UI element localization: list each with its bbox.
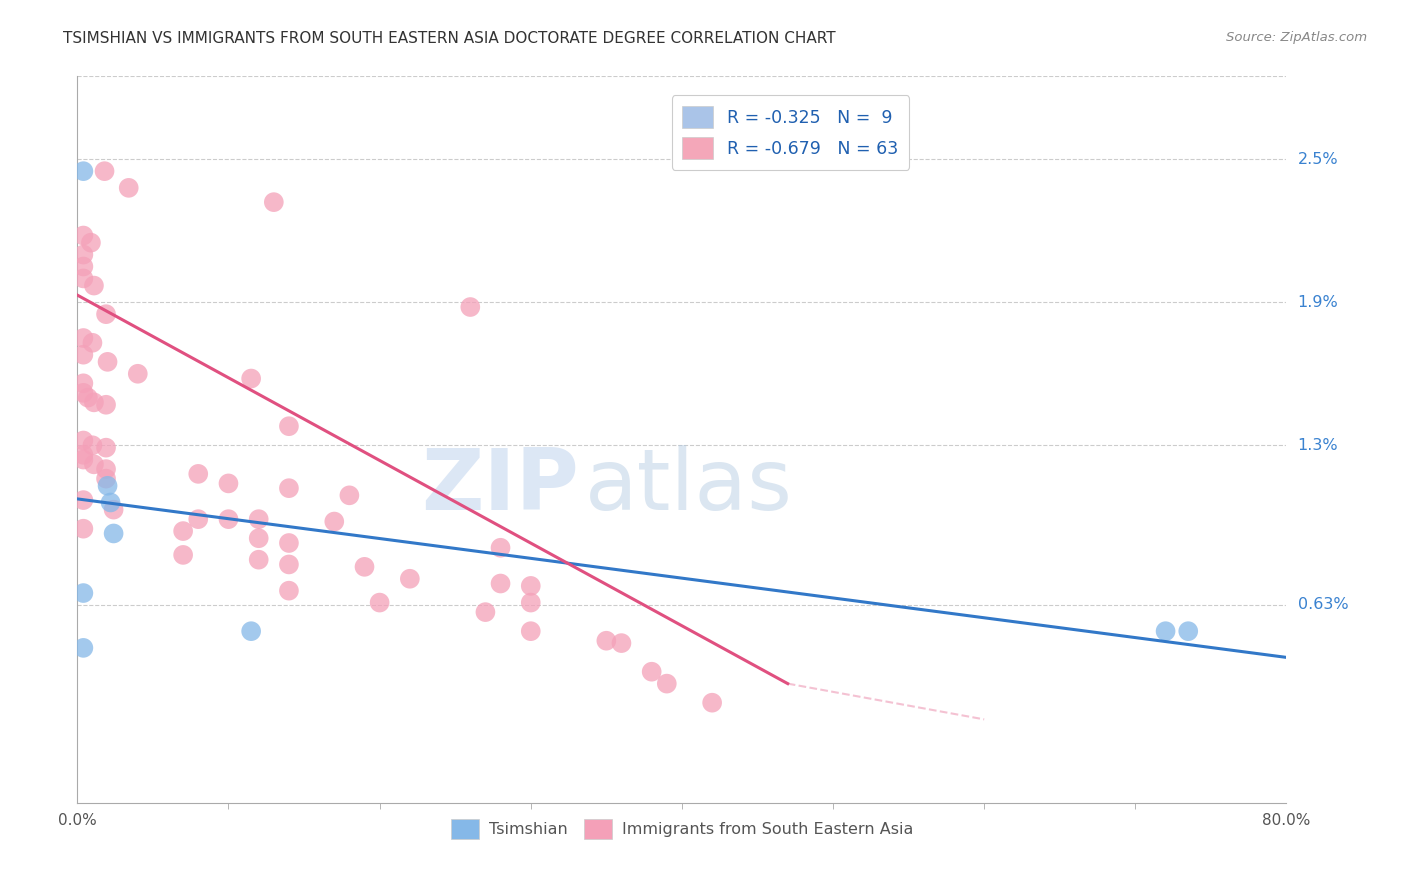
Point	[278, 536, 301, 550]
Point	[337, 488, 360, 502]
Point	[72, 448, 94, 462]
Point	[72, 640, 94, 655]
Point	[103, 526, 125, 541]
Point	[240, 371, 263, 385]
Point	[82, 335, 104, 350]
Point	[520, 596, 543, 610]
Point	[118, 181, 141, 195]
Point	[96, 479, 118, 493]
Point	[641, 665, 664, 679]
Point	[702, 696, 724, 710]
Legend: Tsimshian, Immigrants from South Eastern Asia: Tsimshian, Immigrants from South Eastern…	[444, 813, 920, 846]
Point	[72, 348, 94, 362]
Point	[94, 398, 117, 412]
Text: 2.5%: 2.5%	[1298, 152, 1339, 167]
Point	[72, 376, 94, 391]
Point	[72, 522, 94, 536]
Point	[72, 271, 94, 285]
Point	[278, 419, 301, 434]
Text: 0.63%: 0.63%	[1298, 598, 1348, 613]
Text: Source: ZipAtlas.com: Source: ZipAtlas.com	[1226, 31, 1367, 45]
Point	[1177, 624, 1199, 639]
Point	[94, 472, 117, 486]
Point	[520, 579, 543, 593]
Point	[474, 605, 496, 619]
Point	[72, 228, 94, 243]
Point	[94, 462, 117, 476]
Point	[127, 367, 149, 381]
Point	[278, 583, 301, 598]
Point	[458, 300, 481, 314]
Text: ZIP: ZIP	[422, 445, 579, 528]
Point	[80, 235, 103, 250]
Text: atlas: atlas	[585, 445, 793, 528]
Point	[278, 558, 301, 572]
Point	[1154, 624, 1177, 639]
Point	[520, 624, 543, 639]
Point	[83, 278, 105, 293]
Point	[489, 576, 512, 591]
Point	[218, 476, 240, 491]
Point	[103, 502, 125, 516]
Point	[72, 385, 94, 400]
Point	[72, 434, 94, 448]
Point	[240, 624, 263, 639]
Point	[218, 512, 240, 526]
Point	[399, 572, 422, 586]
Point	[94, 307, 117, 321]
Point	[72, 260, 94, 274]
Point	[247, 552, 270, 566]
Point	[72, 164, 94, 178]
Point	[353, 559, 375, 574]
Point	[610, 636, 633, 650]
Point	[77, 391, 100, 405]
Point	[72, 586, 94, 600]
Point	[595, 633, 617, 648]
Point	[263, 195, 285, 210]
Text: TSIMSHIAN VS IMMIGRANTS FROM SOUTH EASTERN ASIA DOCTORATE DEGREE CORRELATION CHA: TSIMSHIAN VS IMMIGRANTS FROM SOUTH EASTE…	[63, 31, 837, 46]
Point	[82, 438, 104, 452]
Point	[96, 355, 118, 369]
Point	[247, 512, 270, 526]
Point	[72, 452, 94, 467]
Point	[83, 395, 105, 409]
Point	[368, 596, 391, 610]
Point	[100, 495, 122, 509]
Point	[83, 458, 105, 472]
Point	[247, 531, 270, 545]
Point	[323, 515, 346, 529]
Point	[72, 493, 94, 508]
Point	[94, 441, 117, 455]
Point	[93, 164, 115, 178]
Point	[72, 331, 94, 345]
Point	[72, 247, 94, 261]
Point	[278, 481, 301, 495]
Point	[655, 676, 678, 690]
Point	[489, 541, 512, 555]
Text: 1.3%: 1.3%	[1298, 438, 1339, 453]
Point	[187, 512, 209, 526]
Text: 1.9%: 1.9%	[1298, 294, 1339, 310]
Point	[187, 467, 209, 481]
Point	[172, 548, 194, 562]
Point	[172, 524, 194, 538]
